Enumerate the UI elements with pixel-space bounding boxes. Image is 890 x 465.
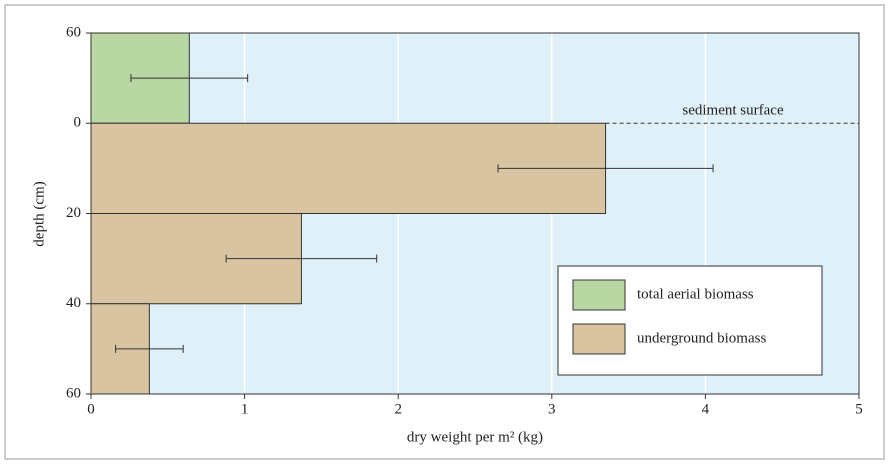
y-tick-label: 60 [66,24,81,40]
legend-swatch [572,323,626,355]
x-tick-label: 1 [241,401,249,417]
error-bar [497,164,714,173]
x-tick-label: 4 [702,401,710,417]
y-tick-label: 60 [66,385,81,401]
x-tick-label: 2 [394,401,402,417]
error-bar [130,74,249,83]
y-axis-label: depth (cm) [31,181,47,246]
x-tick-label: 0 [87,401,95,417]
x-tick-label: 3 [548,401,556,417]
error-bar [115,344,184,353]
legend-label: total aerial biomass [637,286,754,302]
marks [90,32,714,395]
legend-swatch [572,279,626,311]
legend-label: underground biomass [637,330,766,346]
y-tick-label: 40 [66,295,81,311]
x-tick-label: 5 [855,401,863,417]
y-tick-label: 0 [74,115,82,131]
error-bar [225,254,378,263]
annotation: sediment surface [682,103,784,119]
x-axis-label: dry weight per m² (kg) [407,429,543,445]
y-tick-label: 20 [66,205,81,221]
